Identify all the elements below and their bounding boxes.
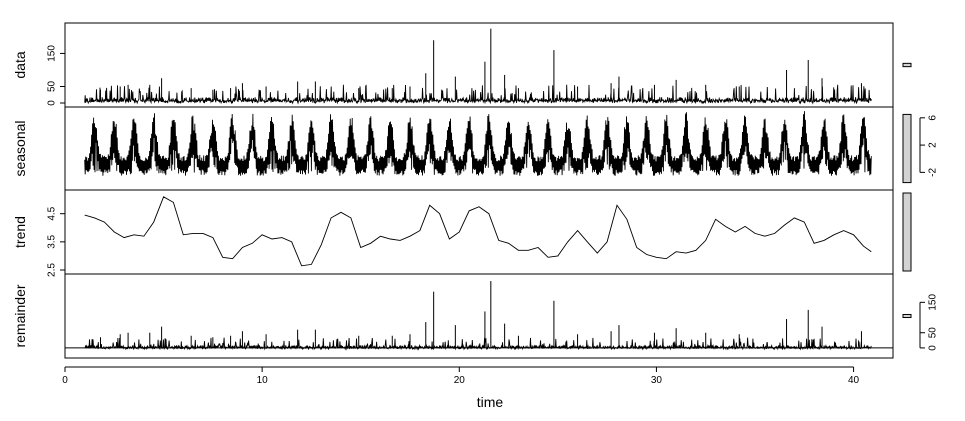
x-axis-title: time — [477, 394, 504, 410]
x-tick-label-3: 30 — [651, 375, 663, 386]
panel-label-data: data — [12, 51, 28, 78]
y-tick-label-trend-0: 2.5 — [47, 263, 58, 277]
scale-bar-seasonal — [902, 113, 912, 184]
panel-frame-remainder — [64, 273, 894, 359]
series-line-trend — [84, 196, 872, 267]
panel-frame-trend — [64, 189, 894, 275]
y-tick-label-data-2: 150 — [47, 45, 58, 62]
scale-bar-data — [902, 62, 912, 68]
series-line-remainder — [84, 337, 872, 351]
panel-label-seasonal: seasonal — [12, 120, 28, 176]
panel-seasonal: -2 2 6 seasonal — [12, 106, 939, 191]
y-tick-label-remainder-1: 50 — [928, 327, 939, 339]
x-tick-label-1: 10 — [257, 375, 269, 386]
y-tick-label-seasonal-1: 2 — [928, 142, 939, 148]
y-tick-label-remainder-0: 0 — [928, 345, 939, 351]
panel-data: 0 50 150 data — [12, 22, 912, 108]
x-axis: 0 10 20 30 40 — [62, 366, 860, 386]
panel-frame-data — [64, 22, 894, 108]
x-tick-label-2: 20 — [454, 375, 466, 386]
scale-bar-trend — [902, 192, 912, 272]
y-tick-label-seasonal-0: -2 — [928, 167, 939, 176]
y-tick-label-data-1: 50 — [47, 80, 58, 92]
scale-bar-remainder — [902, 313, 912, 319]
panels-group: 0 50 150 data -2 2 6 seasonal 2.5 3.5 4.5 trend 0 50 1… — [12, 22, 939, 359]
panel-label-remainder: remainder — [12, 284, 28, 347]
panel-label-trend: trend — [12, 216, 28, 248]
y-tick-label-remainder-2: 150 — [928, 294, 939, 311]
x-tick-label-0: 0 — [62, 375, 68, 386]
y-tick-label-seasonal-2: 6 — [928, 115, 939, 121]
y-tick-label-trend-2: 4.5 — [47, 206, 58, 220]
panel-trend: 2.5 3.5 4.5 trend — [12, 189, 912, 277]
y-tick-label-trend-1: 3.5 — [47, 234, 58, 248]
x-tick-label-4: 40 — [848, 375, 860, 386]
series-line-data — [84, 84, 872, 105]
series-line-seasonal — [84, 111, 872, 176]
panel-remainder: 0 50 150 remainder — [12, 273, 939, 359]
y-tick-label-data-0: 0 — [47, 100, 58, 106]
